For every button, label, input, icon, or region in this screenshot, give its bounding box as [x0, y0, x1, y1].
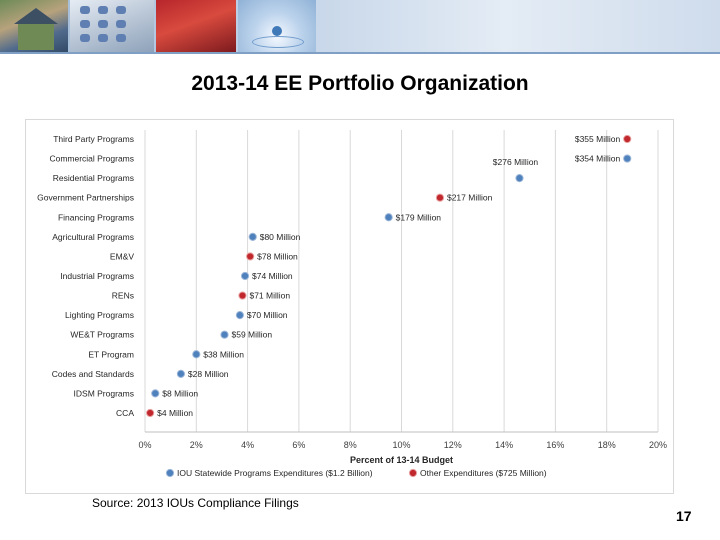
data-label: $8 Million	[162, 388, 198, 398]
keypad-key	[98, 20, 108, 28]
data-label: $71 Million	[249, 291, 290, 301]
header-banner	[0, 0, 720, 52]
category-label: Codes and Standards	[52, 369, 134, 379]
category-label: Residential Programs	[53, 173, 134, 183]
category-label: Lighting Programs	[65, 310, 134, 320]
data-label: $38 Million	[203, 349, 244, 359]
x-tick-label: 18%	[598, 440, 616, 450]
keypad-key	[116, 6, 126, 14]
category-label: Commercial Programs	[49, 154, 134, 164]
data-label: $28 Million	[188, 369, 229, 379]
point-iou-statewide	[623, 154, 632, 163]
category-label: Third Party Programs	[53, 134, 134, 144]
source-note: Source: 2013 IOUs Compliance Filings	[92, 496, 299, 510]
data-label: $179 Million	[396, 212, 442, 222]
x-tick-label: 4%	[241, 440, 254, 450]
keypad-key	[98, 34, 108, 42]
category-label: ET Program	[88, 349, 134, 359]
point-other-expenditure	[435, 193, 445, 202]
keypad-key	[116, 34, 126, 42]
point-other-expenditure	[146, 408, 155, 418]
category-label: Agricultural Programs	[52, 232, 134, 242]
data-label: $217 Million	[447, 193, 493, 203]
data-label: $80 Million	[260, 232, 301, 242]
category-label: Financing Programs	[58, 212, 134, 222]
keypad-key	[80, 34, 90, 42]
keypad-key	[98, 6, 108, 14]
house-body-shape	[18, 24, 54, 50]
house-solar-photo	[0, 0, 68, 52]
point-iou-statewide	[151, 389, 160, 398]
category-label: Government Partnerships	[37, 193, 134, 203]
point-other-expenditure	[246, 252, 255, 261]
legend-marker-other	[408, 468, 418, 478]
keypad-key	[80, 6, 90, 14]
point-iou-statewide	[248, 232, 257, 241]
category-label: RENs	[112, 291, 134, 301]
keypad-key	[116, 20, 126, 28]
x-tick-label: 12%	[444, 440, 462, 450]
category-label: Industrial Programs	[60, 271, 134, 281]
water-drop-shape	[272, 26, 282, 36]
slide-title: 2013-14 EE Portfolio Organization	[191, 72, 529, 95]
legend-marker-iou	[165, 468, 175, 478]
data-label: $4 Million	[157, 408, 193, 418]
page-number: 17	[676, 508, 692, 524]
x-tick-label: 8%	[344, 440, 357, 450]
data-label: $70 Million	[247, 310, 288, 320]
x-axis-title: Percent of 13-14 Budget	[350, 455, 453, 465]
category-label: WE&T Programs	[70, 330, 134, 340]
x-tick-label: 14%	[495, 440, 513, 450]
data-label: $354 Million	[575, 154, 621, 164]
point-iou-statewide	[176, 369, 186, 378]
point-iou-statewide	[515, 174, 524, 183]
point-iou-statewide	[235, 311, 245, 320]
x-tick-label: 2%	[190, 440, 203, 450]
point-iou-statewide	[240, 271, 250, 281]
x-tick-label: 20%	[649, 440, 667, 450]
legend-label-other: Other Expenditures ($725 Million)	[420, 468, 547, 478]
x-tick-label: 6%	[292, 440, 305, 450]
data-label: $59 Million	[232, 330, 273, 340]
header-divider	[0, 52, 720, 54]
legend-label-iou: IOU Statewide Programs Expenditures ($1.…	[177, 468, 373, 478]
data-label: $74 Million	[252, 271, 293, 281]
water-ripple-shape	[252, 36, 304, 48]
category-label: EM&V	[110, 251, 134, 261]
x-tick-label: 10%	[392, 440, 410, 450]
category-label: IDSM Programs	[74, 388, 134, 398]
data-label: $276 Million	[493, 157, 539, 167]
water-drop-photo	[238, 0, 316, 52]
point-other-expenditure	[238, 291, 247, 300]
point-iou-statewide	[220, 330, 229, 339]
roof-shape	[14, 8, 58, 24]
keypad-key	[80, 20, 90, 28]
data-label: $355 Million	[575, 134, 621, 144]
x-tick-label: 16%	[546, 440, 564, 450]
point-other-expenditure	[623, 134, 632, 144]
point-iou-statewide	[192, 350, 201, 359]
x-tick-label: 0%	[138, 440, 151, 450]
data-label: $78 Million	[257, 251, 298, 261]
train-photo	[156, 0, 236, 52]
phone-keypad-photo	[70, 0, 154, 52]
point-iou-statewide	[384, 213, 393, 222]
category-label: CCA	[116, 408, 134, 418]
